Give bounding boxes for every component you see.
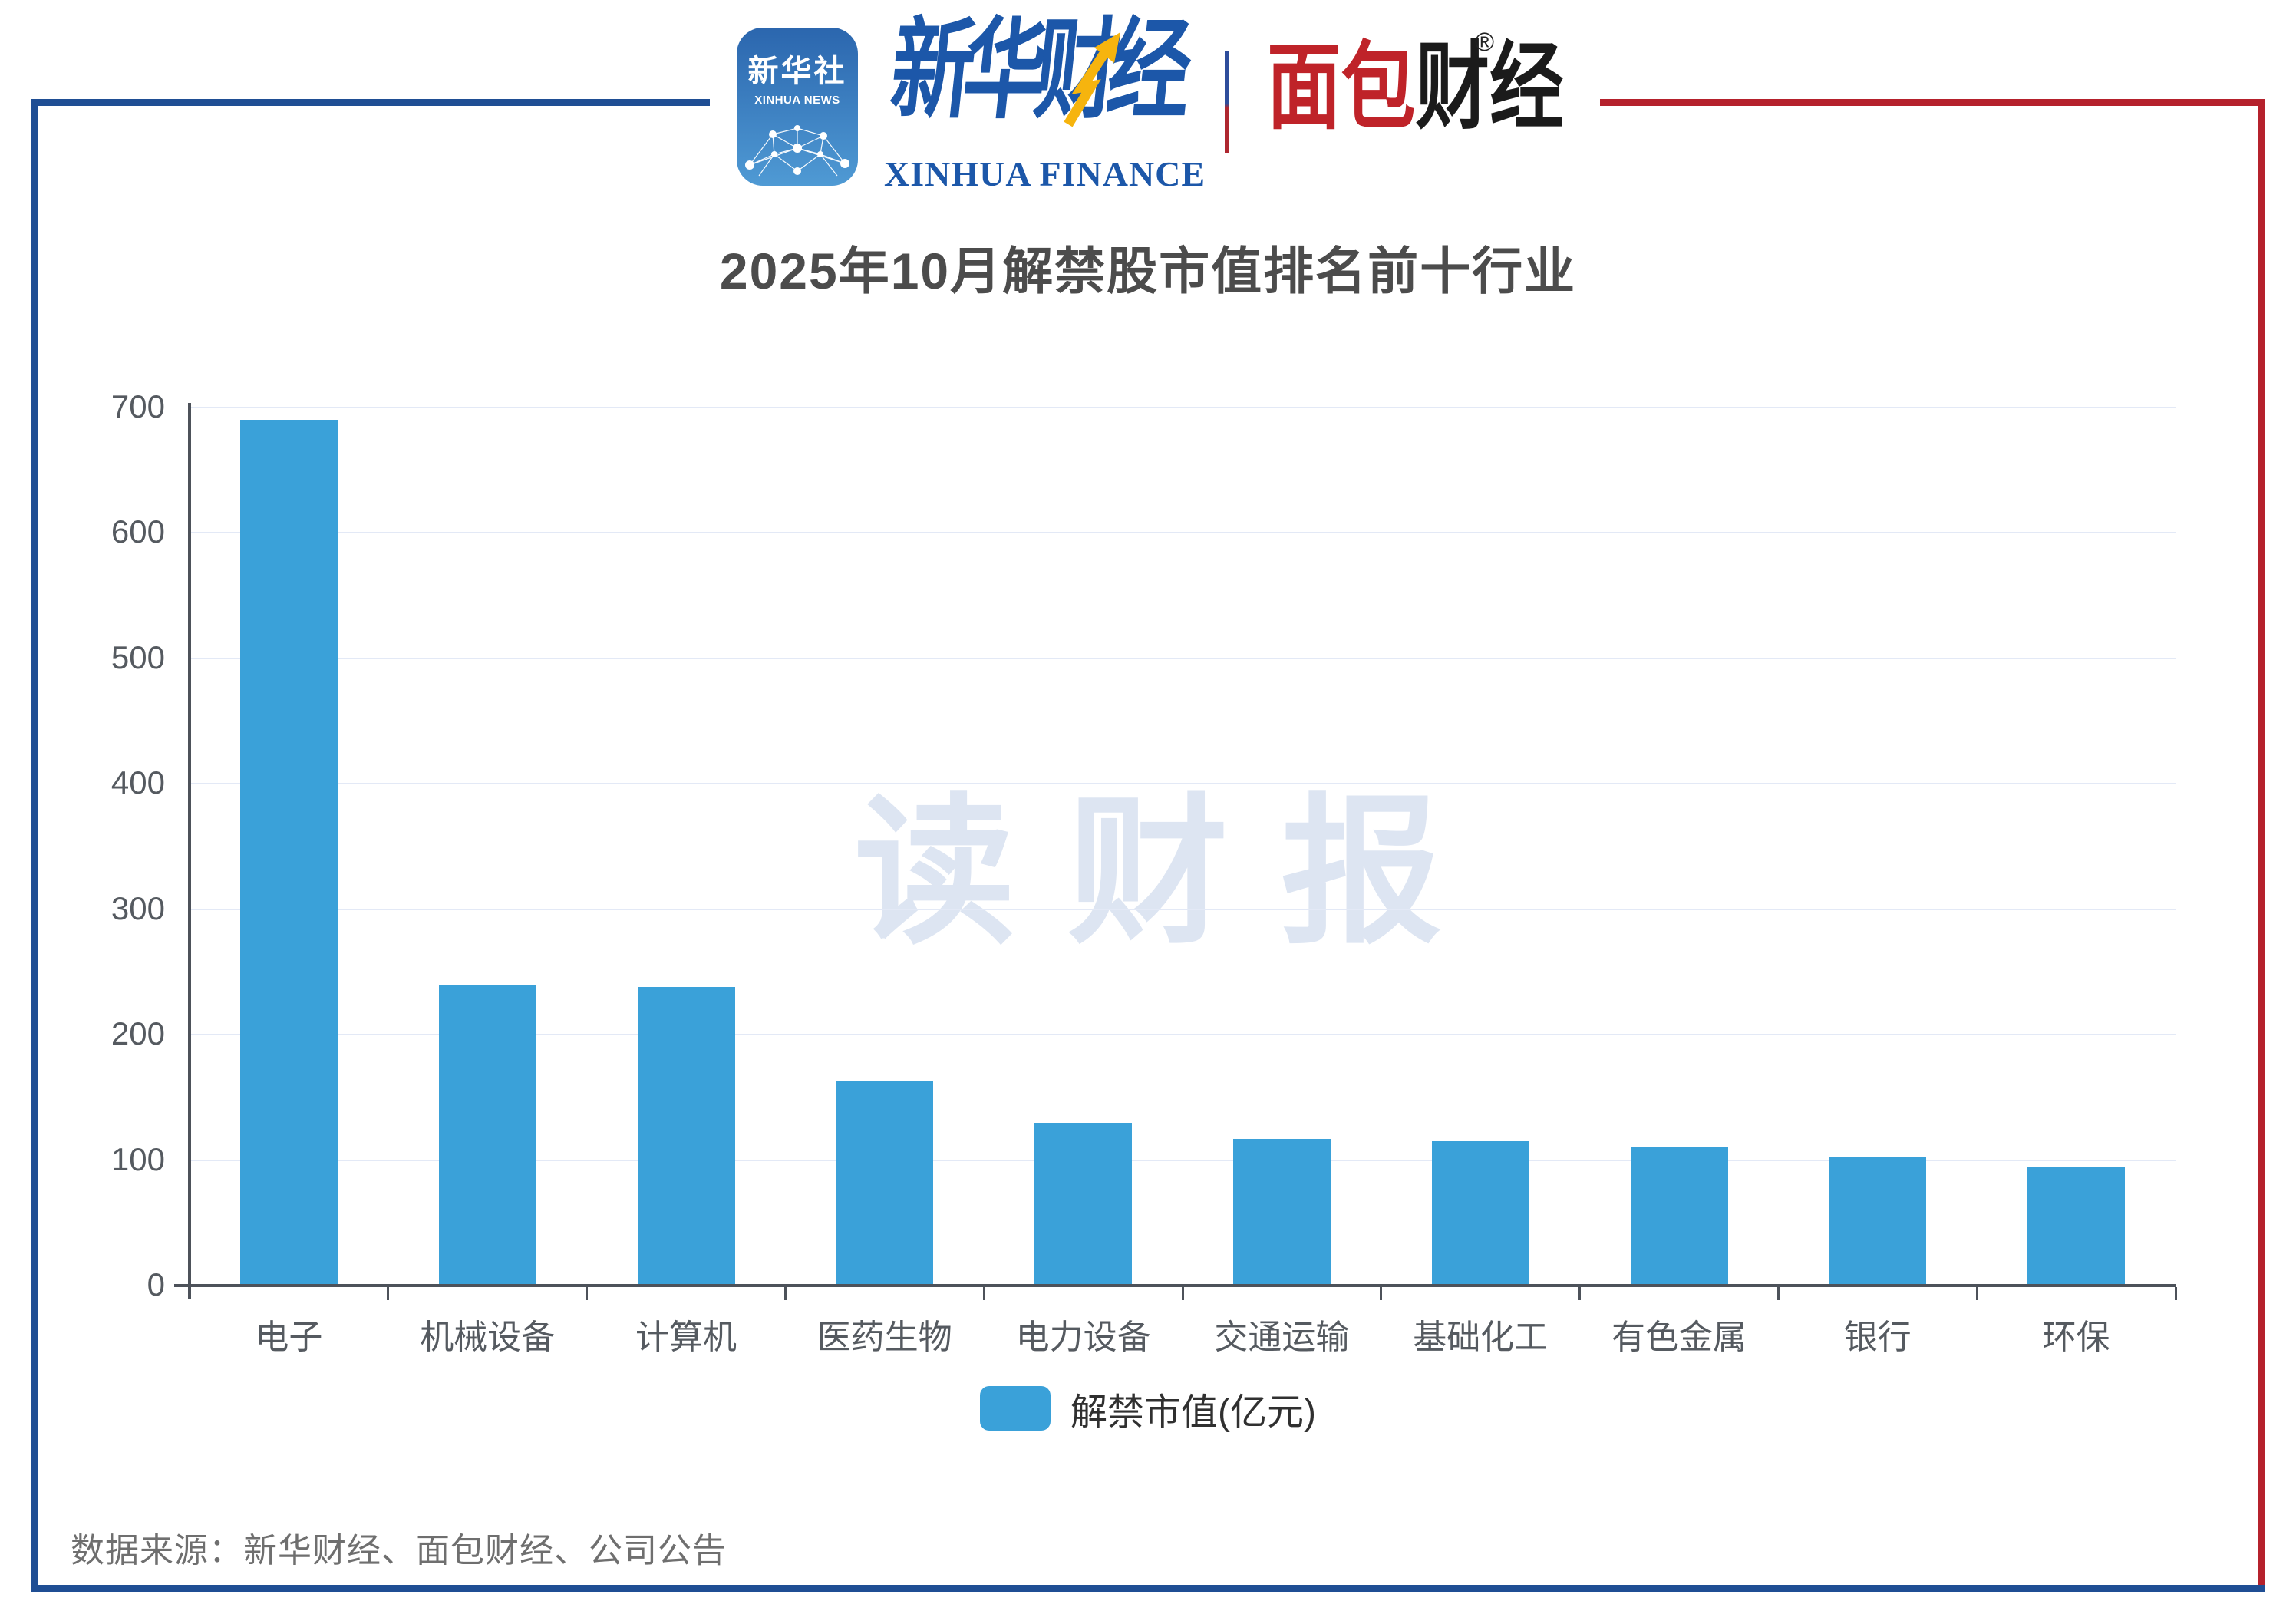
xinhua-finance-wordmark-en: XINHUA FINANCE xyxy=(884,154,1206,193)
gridline-700 xyxy=(190,407,2176,408)
chart-bar-基础化工[interactable] xyxy=(1431,1141,1529,1286)
watermark-text: 读财报 xyxy=(853,782,1494,962)
x-tick-label-有色金属: 有色金属 xyxy=(1611,1319,1747,1356)
x-axis-tick xyxy=(1181,1287,1184,1300)
y-tick-label: 100 xyxy=(111,1140,165,1177)
x-axis-tick xyxy=(783,1287,787,1300)
chart-bar-电力设备[interactable] xyxy=(1034,1122,1133,1286)
x-tick-label-基础化工: 基础化工 xyxy=(1413,1319,1549,1356)
chart-bar-交通运输[interactable] xyxy=(1232,1138,1331,1286)
chart-bar-环保[interactable] xyxy=(2027,1166,2126,1286)
chart-bar-银行[interactable] xyxy=(1829,1156,1927,1286)
x-axis-tick xyxy=(1578,1287,1582,1300)
bread-finance-logo-black: 财经 xyxy=(1415,35,1564,140)
gridline-300 xyxy=(190,908,2176,910)
xinhua-news-logo: 新华社 XINHUA NEWS xyxy=(737,28,858,186)
chart-bar-机械设备[interactable] xyxy=(438,984,536,1286)
x-axis-tick xyxy=(387,1287,390,1300)
x-tick-label-银行: 银行 xyxy=(1843,1319,1912,1356)
legend-label[interactable]: 解禁市值(亿元) xyxy=(1070,1392,1316,1433)
x-tick-label-机械设备: 机械设备 xyxy=(420,1319,556,1356)
frame-bottom-line xyxy=(31,1585,2265,1592)
x-axis-line xyxy=(174,1284,2176,1287)
gridline-200 xyxy=(190,1034,2176,1036)
x-tick-label-交通运输: 交通运输 xyxy=(1214,1319,1350,1356)
x-tick-label-电力设备: 电力设备 xyxy=(1015,1319,1151,1356)
y-tick-label: 300 xyxy=(111,890,165,926)
xinhua-news-logo-en: XINHUA NEWS xyxy=(754,94,840,107)
chart-bar-电子[interactable] xyxy=(239,420,338,1286)
registered-trademark-icon: ® xyxy=(1475,28,1495,57)
y-tick-label: 0 xyxy=(147,1266,165,1302)
gridline-600 xyxy=(190,532,2176,534)
network-constellation-icon xyxy=(745,125,849,177)
legend-swatch-icon[interactable] xyxy=(980,1386,1051,1431)
x-tick-label-电子: 电子 xyxy=(255,1319,323,1356)
chart-bar-计算机[interactable] xyxy=(637,987,735,1286)
y-tick-label: 600 xyxy=(111,513,165,550)
x-axis-tick xyxy=(982,1287,985,1300)
gridline-100 xyxy=(190,1159,2176,1161)
frame-top-left-line xyxy=(31,99,710,106)
bread-finance-logo-red: 面包 xyxy=(1267,35,1416,140)
x-tick-label-医药生物: 医药生物 xyxy=(816,1319,952,1356)
x-axis-tick xyxy=(2174,1287,2177,1300)
frame-left-line xyxy=(31,99,38,1592)
y-tick-label: 200 xyxy=(111,1015,165,1052)
y-tick-label: 400 xyxy=(111,764,165,801)
frame-right-line xyxy=(2258,99,2265,1585)
x-axis-tick xyxy=(1975,1287,1978,1300)
chart-title: 2025年10月解禁股市值排名前十行业 xyxy=(719,243,1577,299)
x-axis-tick xyxy=(1776,1287,1780,1300)
x-axis-tick xyxy=(586,1287,589,1300)
chart-bar-医药生物[interactable] xyxy=(836,1081,934,1286)
rising-arrow-icon xyxy=(1064,32,1120,127)
frame-top-right-line xyxy=(1600,99,2265,106)
bread-finance-logo: 面包财经 xyxy=(1267,35,1564,140)
chart-legend[interactable]: 解禁市值(亿元) xyxy=(0,1381,2296,1435)
x-axis-tick xyxy=(1380,1287,1383,1300)
y-tick-label: 700 xyxy=(111,388,165,424)
data-source-note: 数据来源：新华财经、面包财经、公司公告 xyxy=(71,1532,727,1570)
gridline-500 xyxy=(190,657,2176,659)
gridline-400 xyxy=(190,783,2176,785)
y-axis-line xyxy=(188,403,191,1299)
chart-bar-有色金属[interactable] xyxy=(1630,1146,1728,1286)
x-tick-label-环保: 环保 xyxy=(2042,1319,2110,1356)
xinhua-news-logo-cn: 新华社 xyxy=(747,54,847,88)
x-tick-label-计算机: 计算机 xyxy=(635,1319,737,1356)
y-tick-label: 500 xyxy=(111,639,165,675)
header-divider xyxy=(1225,51,1229,153)
